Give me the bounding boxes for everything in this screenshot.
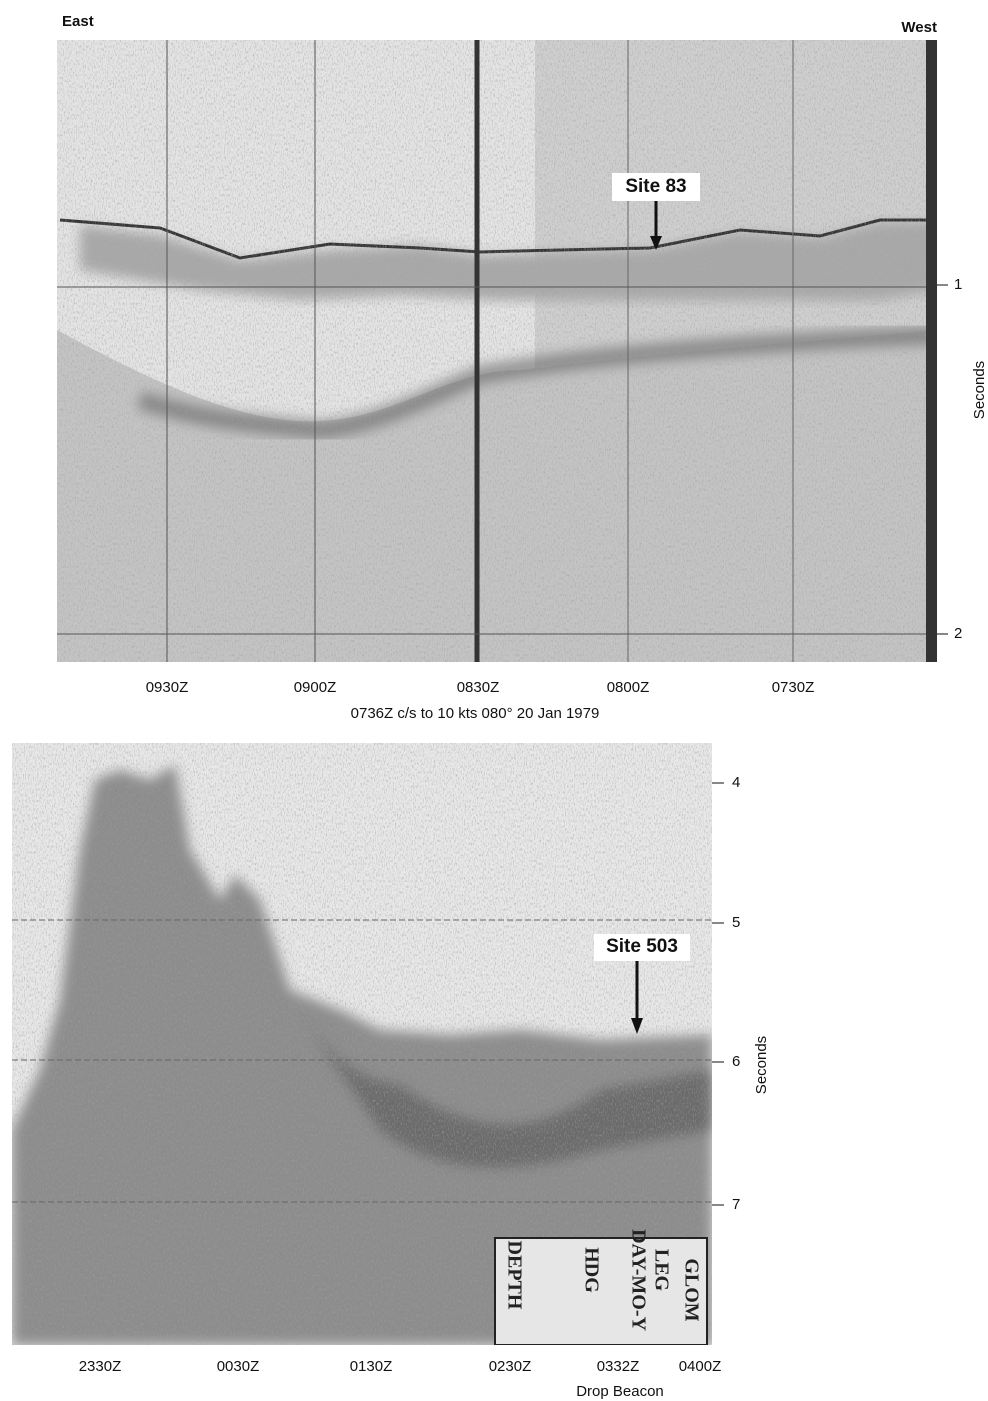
- y-tick-label: 5: [732, 914, 740, 931]
- y-tick-label: 6: [732, 1053, 740, 1070]
- y-tick-label: 1: [954, 276, 962, 293]
- stamp-text: LEG: [650, 1249, 672, 1292]
- y-axis-label: Seconds: [753, 1036, 770, 1094]
- stamp-text: GLOM: [680, 1258, 702, 1321]
- time-label: 0830Z: [457, 679, 500, 696]
- site-label: Site 83: [625, 176, 686, 197]
- time-label: 0332Z: [597, 1358, 640, 1375]
- time-label: 2330Z: [79, 1358, 122, 1375]
- direction-label: West: [901, 19, 937, 36]
- time-label: 0730Z: [772, 679, 815, 696]
- time-label: 0930Z: [146, 679, 189, 696]
- y-tick-label: 2: [954, 625, 962, 642]
- top-record: [57, 40, 937, 662]
- time-label: 0400Z: [679, 1358, 722, 1375]
- time-label: 0030Z: [217, 1358, 260, 1375]
- y-axis-label: Seconds: [971, 361, 988, 419]
- stamp-text: HDG: [580, 1247, 602, 1293]
- bottom-record: [12, 743, 712, 1345]
- beacon-label: Drop Beacon: [576, 1383, 664, 1400]
- time-label: 0900Z: [294, 679, 337, 696]
- time-label: 0800Z: [607, 679, 650, 696]
- stamp-text: DAY-MO-Y: [627, 1229, 649, 1331]
- caption: 0736Z c/s to 10 kts 080° 20 Jan 1979: [351, 705, 600, 722]
- time-label: 0130Z: [350, 1358, 393, 1375]
- stamp-text: DEPTH: [503, 1241, 525, 1310]
- site-label: Site 503: [606, 936, 678, 957]
- time-label: 0230Z: [489, 1358, 532, 1375]
- direction-label: East: [62, 13, 94, 30]
- y-tick-label: 7: [732, 1196, 740, 1213]
- labels: East West Site 83 1 2 Seconds 0930Z 0900Z 0830Z 0…: [62, 13, 988, 1400]
- y-tick-label: 4: [732, 774, 740, 791]
